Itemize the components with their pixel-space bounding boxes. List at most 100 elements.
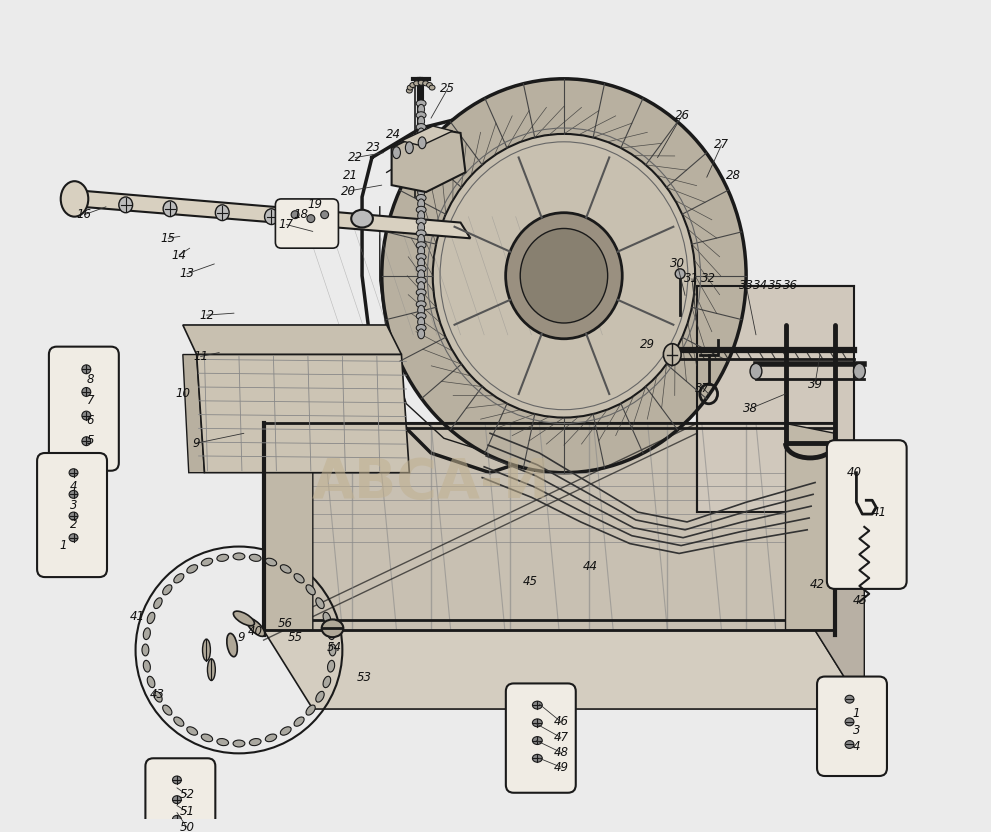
Ellipse shape — [416, 171, 426, 178]
Text: 32: 32 — [702, 272, 716, 285]
Ellipse shape — [307, 215, 315, 223]
Text: 46: 46 — [554, 716, 569, 728]
Text: 16: 16 — [77, 208, 92, 221]
Polygon shape — [74, 190, 471, 238]
Text: 49: 49 — [554, 760, 569, 774]
Text: 47: 47 — [554, 731, 569, 744]
Ellipse shape — [532, 701, 542, 709]
Ellipse shape — [417, 329, 424, 339]
Ellipse shape — [172, 776, 181, 784]
Ellipse shape — [82, 388, 91, 396]
Ellipse shape — [417, 140, 424, 150]
Ellipse shape — [845, 740, 854, 749]
Ellipse shape — [329, 644, 336, 656]
Ellipse shape — [416, 265, 426, 272]
Text: 19: 19 — [307, 198, 322, 211]
Ellipse shape — [163, 585, 171, 595]
Ellipse shape — [417, 235, 424, 245]
Ellipse shape — [382, 79, 746, 473]
Ellipse shape — [172, 815, 181, 824]
Ellipse shape — [186, 727, 197, 735]
Ellipse shape — [417, 317, 424, 327]
Text: 53: 53 — [357, 671, 372, 684]
Ellipse shape — [392, 146, 400, 159]
Text: 28: 28 — [725, 169, 741, 181]
Polygon shape — [264, 631, 864, 709]
Ellipse shape — [82, 365, 91, 374]
Ellipse shape — [417, 151, 424, 161]
Ellipse shape — [266, 734, 276, 741]
Ellipse shape — [413, 81, 419, 86]
Ellipse shape — [294, 717, 304, 726]
Text: 9: 9 — [193, 437, 200, 449]
Ellipse shape — [416, 277, 426, 284]
Ellipse shape — [148, 612, 155, 624]
FancyBboxPatch shape — [146, 758, 215, 832]
Text: 43: 43 — [150, 688, 165, 701]
Text: 3: 3 — [69, 498, 77, 512]
Text: 33: 33 — [738, 279, 753, 292]
Ellipse shape — [215, 205, 229, 220]
Ellipse shape — [417, 163, 424, 173]
Ellipse shape — [207, 659, 215, 681]
Text: 31: 31 — [685, 272, 700, 285]
Ellipse shape — [250, 739, 261, 745]
Text: 5: 5 — [86, 433, 94, 447]
Text: 13: 13 — [179, 267, 194, 280]
Text: 12: 12 — [199, 309, 214, 322]
Ellipse shape — [172, 795, 181, 804]
Ellipse shape — [416, 147, 426, 154]
Ellipse shape — [82, 411, 91, 420]
FancyBboxPatch shape — [37, 453, 107, 577]
Ellipse shape — [69, 534, 78, 542]
Ellipse shape — [416, 254, 426, 260]
Text: 20: 20 — [341, 185, 356, 197]
Text: 10: 10 — [175, 388, 190, 400]
Ellipse shape — [416, 195, 426, 201]
Ellipse shape — [406, 88, 412, 93]
Ellipse shape — [291, 210, 299, 219]
Text: 18: 18 — [293, 208, 308, 221]
Ellipse shape — [416, 301, 426, 308]
Ellipse shape — [323, 676, 331, 687]
Ellipse shape — [316, 597, 324, 608]
Ellipse shape — [845, 718, 854, 726]
Ellipse shape — [233, 612, 255, 626]
Ellipse shape — [328, 628, 335, 640]
Ellipse shape — [217, 739, 229, 745]
Text: 37: 37 — [696, 382, 711, 394]
Text: 24: 24 — [386, 128, 401, 141]
Ellipse shape — [233, 740, 245, 747]
Ellipse shape — [417, 305, 424, 315]
Text: 27: 27 — [714, 138, 729, 151]
Text: 11: 11 — [193, 350, 208, 363]
Ellipse shape — [520, 229, 607, 323]
Ellipse shape — [250, 554, 261, 562]
Text: 41: 41 — [871, 506, 887, 518]
Polygon shape — [264, 423, 815, 631]
FancyBboxPatch shape — [826, 440, 907, 589]
Ellipse shape — [426, 82, 432, 87]
Text: 1: 1 — [58, 539, 66, 552]
Ellipse shape — [163, 705, 171, 716]
Text: 4: 4 — [69, 480, 77, 493]
Ellipse shape — [416, 313, 426, 319]
Ellipse shape — [429, 85, 435, 90]
Ellipse shape — [201, 558, 213, 566]
Polygon shape — [786, 423, 834, 631]
Ellipse shape — [417, 116, 424, 126]
Polygon shape — [182, 325, 401, 354]
Ellipse shape — [294, 574, 304, 583]
Text: 48: 48 — [554, 745, 569, 759]
Ellipse shape — [416, 289, 426, 296]
FancyBboxPatch shape — [505, 683, 576, 793]
Ellipse shape — [202, 639, 210, 661]
Text: 45: 45 — [523, 575, 538, 587]
Ellipse shape — [417, 258, 424, 268]
FancyBboxPatch shape — [49, 347, 119, 471]
Text: 21: 21 — [343, 169, 358, 181]
Text: 52: 52 — [179, 788, 194, 801]
Text: 35: 35 — [768, 279, 783, 292]
Text: 6: 6 — [86, 414, 94, 427]
Polygon shape — [182, 354, 204, 473]
